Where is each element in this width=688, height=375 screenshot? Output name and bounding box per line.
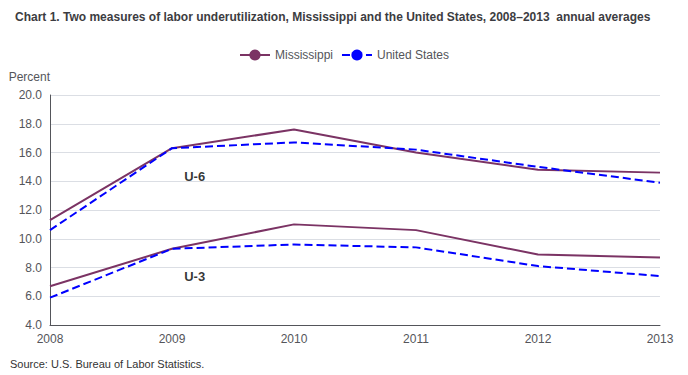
svg-text:Percent: Percent xyxy=(9,70,51,84)
svg-text:2013: 2013 xyxy=(647,332,674,346)
svg-text:Chart 1. Two measures of labor: Chart 1. Two measures of labor underutil… xyxy=(15,10,651,24)
svg-text:U-6: U-6 xyxy=(184,169,205,184)
svg-text:20.0: 20.0 xyxy=(19,88,43,102)
svg-text:4.0: 4.0 xyxy=(25,318,42,332)
svg-text:U-3: U-3 xyxy=(184,269,205,284)
svg-text:8.0: 8.0 xyxy=(25,261,42,275)
svg-text:2009: 2009 xyxy=(159,332,186,346)
svg-text:6.0: 6.0 xyxy=(25,289,42,303)
svg-text:18.0: 18.0 xyxy=(19,117,43,131)
svg-text:2008: 2008 xyxy=(37,332,64,346)
svg-text:10.0: 10.0 xyxy=(19,232,43,246)
svg-text:2010: 2010 xyxy=(281,332,308,346)
svg-text:Mississippi: Mississippi xyxy=(275,48,333,62)
svg-text:2012: 2012 xyxy=(525,332,552,346)
svg-text:14.0: 14.0 xyxy=(19,174,43,188)
svg-text:Source: U.S. Bureau of Labor S: Source: U.S. Bureau of Labor Statistics. xyxy=(10,358,204,370)
svg-text:16.0: 16.0 xyxy=(19,146,43,160)
svg-text:2011: 2011 xyxy=(403,332,429,346)
svg-text:12.0: 12.0 xyxy=(19,203,43,217)
svg-text:United States: United States xyxy=(377,48,449,62)
